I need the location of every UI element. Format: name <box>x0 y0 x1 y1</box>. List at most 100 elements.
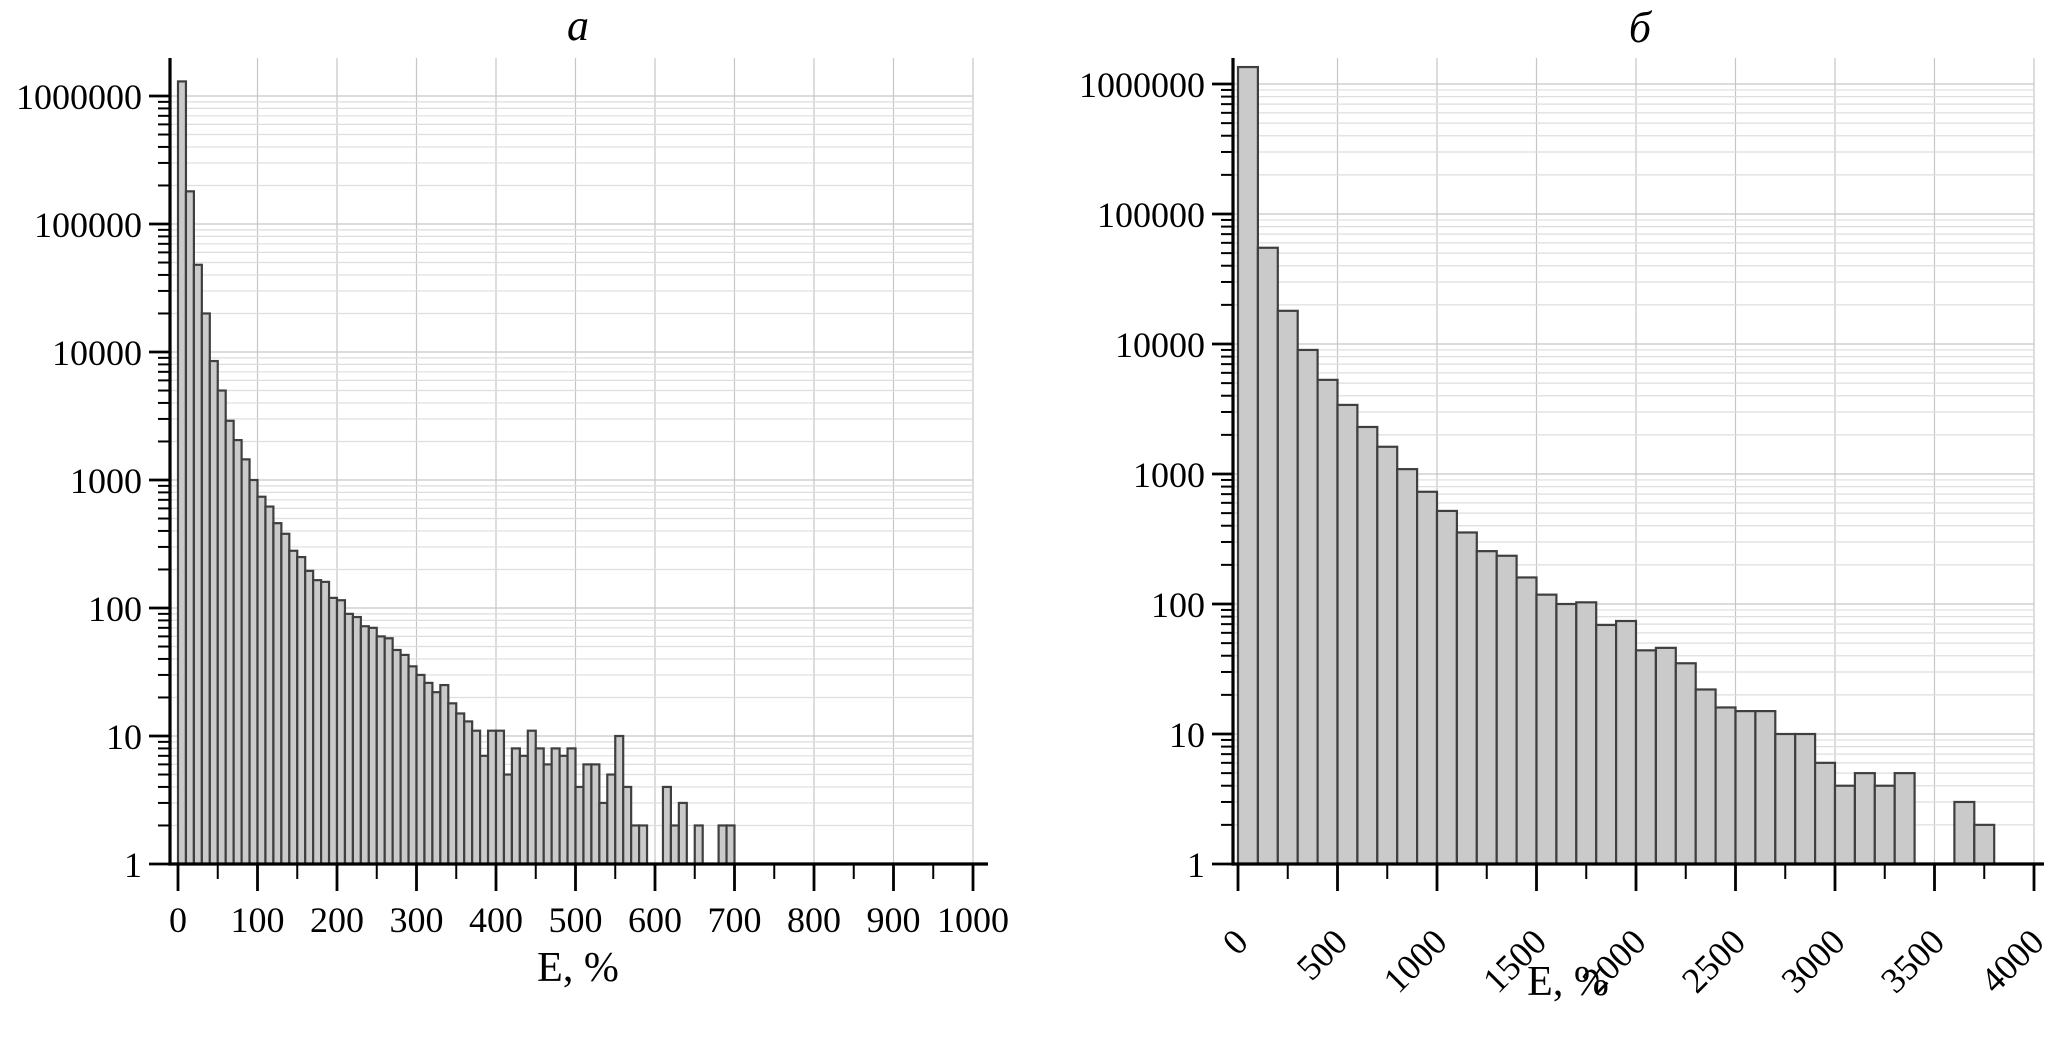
histogram-bar <box>391 648 402 866</box>
histogram-bar <box>526 729 537 866</box>
histogram-bar <box>637 824 649 866</box>
histogram-bar <box>351 615 362 866</box>
histogram-bar <box>455 712 466 866</box>
y-tick-label: 10 <box>1169 715 1205 755</box>
y-tick-label: 100000 <box>1097 195 1205 235</box>
histogram-bar <box>677 801 688 866</box>
x-tick-label: 0 <box>169 900 187 940</box>
histogram-bar <box>240 458 251 866</box>
histogram-bar <box>367 626 378 866</box>
histogram-bar <box>1256 246 1279 866</box>
histogram-bar <box>1714 706 1737 866</box>
histogram-bar <box>1614 619 1638 866</box>
histogram-bar <box>463 720 474 866</box>
histogram-bar <box>1634 649 1657 866</box>
histogram-bar <box>582 763 593 866</box>
histogram-bar <box>1674 662 1697 866</box>
histogram-bar <box>232 438 243 866</box>
histogram-bar <box>1833 784 1856 866</box>
histogram-bar <box>359 625 370 866</box>
histogram-bar <box>1734 710 1757 866</box>
histogram-bar <box>1595 623 1618 866</box>
x-tick-label: 400 <box>469 900 523 940</box>
histogram-bar <box>1813 761 1837 866</box>
y-tick-label: 100 <box>1151 585 1205 625</box>
histogram-bar <box>375 635 386 866</box>
histogram-bar <box>248 478 259 866</box>
x-tick-label: 500 <box>1289 921 1355 987</box>
histogram-bar <box>264 505 275 866</box>
x-tick-label: 800 <box>787 900 841 940</box>
histogram-bar <box>343 612 355 866</box>
histogram-bar <box>256 495 267 866</box>
histogram-bar <box>439 683 450 866</box>
histogram-bar <box>1396 468 1419 866</box>
histogram-bar <box>407 665 418 866</box>
y-tick-label: 100 <box>88 589 142 629</box>
histogram-bar <box>208 359 219 866</box>
histogram-bar <box>1774 732 1797 866</box>
x-tick-label: 2500 <box>1674 921 1753 1000</box>
histogram-bar <box>1953 800 1976 866</box>
histogram-bar <box>1973 823 1996 866</box>
histogram-bar <box>280 532 291 866</box>
histogram-bar <box>272 522 283 866</box>
histogram-bar <box>1236 65 1259 866</box>
histogram-bar <box>200 312 211 866</box>
chart-a-title: а <box>567 1 589 50</box>
histogram-bar <box>1694 688 1717 866</box>
y-tick-label: 100000 <box>34 205 142 245</box>
histogram-bar <box>335 599 347 866</box>
y-tick-label: 1000 <box>70 461 142 501</box>
histogram-bar <box>510 747 521 866</box>
histogram-bar <box>415 673 426 866</box>
histogram-bar <box>288 549 299 866</box>
x-tick-label: 3500 <box>1873 921 1952 1000</box>
histogram-bar <box>614 734 625 866</box>
histogram-bar <box>494 729 506 866</box>
chart-a-plot: 1 10 100 1000 10000 100000 1000000 0 100 200 300 40… <box>16 58 1009 940</box>
histogram-bar <box>558 754 569 866</box>
histogram-bar <box>669 824 680 866</box>
histogram-bar <box>1455 531 1478 866</box>
histogram-bar <box>550 747 561 866</box>
histogram-bar <box>320 580 331 866</box>
histogram-bar <box>1873 784 1896 866</box>
histogram-bar <box>1296 348 1319 866</box>
x-tick-label: 500 <box>549 900 603 940</box>
x-tick-label: 4000 <box>1972 921 2051 1000</box>
x-tick-label: 600 <box>628 900 682 940</box>
histogram-bar <box>383 637 394 866</box>
x-tick-label: 1000 <box>1375 921 1454 1000</box>
histogram-bar <box>423 681 434 866</box>
x-tick-label: 300 <box>390 900 444 940</box>
histogram-bar <box>1475 550 1498 866</box>
histogram-bar <box>1276 309 1299 866</box>
histogram-bar <box>1356 425 1379 866</box>
histogram-bar <box>1575 601 1598 866</box>
histogram-bar <box>176 80 188 866</box>
x-tick-label: 0 <box>1215 921 1256 962</box>
histogram-bar <box>590 763 601 866</box>
histogram-bar <box>542 763 553 866</box>
histogram-bar <box>622 785 633 866</box>
histogram-bar <box>312 579 323 866</box>
y-tick-label: 1 <box>1187 845 1205 885</box>
histogram-bar <box>566 747 577 866</box>
histogram-bar <box>296 555 307 866</box>
histogram-bar <box>471 729 482 866</box>
x-tick-label: 200 <box>310 900 364 940</box>
histogram-bar <box>1893 772 1916 866</box>
histogram-bar <box>327 596 339 866</box>
y-tick-label: 10000 <box>52 333 142 373</box>
histogram-bar <box>1415 490 1439 866</box>
histogram-bar <box>184 190 195 866</box>
histogram-bar <box>725 824 736 866</box>
histogram-bar <box>1853 772 1876 866</box>
histogram-bar <box>1515 576 1538 866</box>
histogram-bar <box>224 419 235 866</box>
histogram-bar <box>304 569 315 866</box>
histogram-bar <box>598 801 609 866</box>
